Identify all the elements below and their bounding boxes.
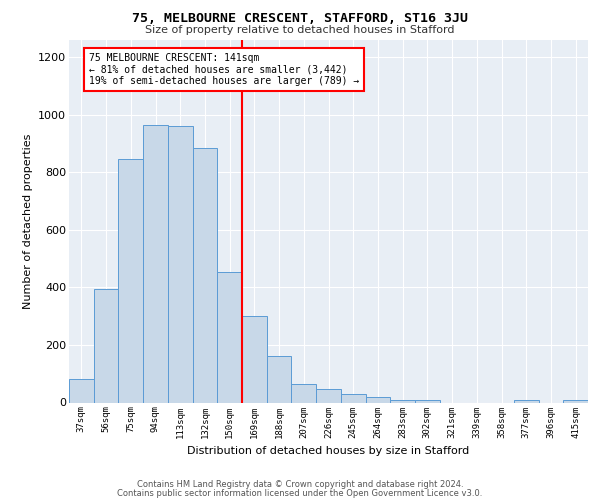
Bar bbox=[292, 384, 316, 402]
Text: Contains HM Land Registry data © Crown copyright and database right 2024.: Contains HM Land Registry data © Crown c… bbox=[137, 480, 463, 489]
Bar bbox=[118, 160, 143, 402]
Y-axis label: Number of detached properties: Number of detached properties bbox=[23, 134, 32, 309]
Bar bbox=[514, 400, 539, 402]
Bar bbox=[390, 400, 415, 402]
Bar bbox=[365, 398, 390, 402]
Bar bbox=[341, 394, 365, 402]
Bar bbox=[415, 400, 440, 402]
Bar bbox=[193, 148, 217, 403]
Bar bbox=[168, 126, 193, 402]
X-axis label: Distribution of detached houses by size in Stafford: Distribution of detached houses by size … bbox=[187, 446, 470, 456]
Bar bbox=[563, 400, 588, 402]
Text: 75, MELBOURNE CRESCENT, STAFFORD, ST16 3JU: 75, MELBOURNE CRESCENT, STAFFORD, ST16 3… bbox=[132, 12, 468, 26]
Text: Contains public sector information licensed under the Open Government Licence v3: Contains public sector information licen… bbox=[118, 488, 482, 498]
Bar bbox=[316, 388, 341, 402]
Bar bbox=[267, 356, 292, 403]
Text: 75 MELBOURNE CRESCENT: 141sqm
← 81% of detached houses are smaller (3,442)
19% o: 75 MELBOURNE CRESCENT: 141sqm ← 81% of d… bbox=[89, 53, 359, 86]
Bar bbox=[242, 316, 267, 402]
Bar bbox=[69, 380, 94, 402]
Text: Size of property relative to detached houses in Stafford: Size of property relative to detached ho… bbox=[145, 25, 455, 35]
Bar bbox=[94, 289, 118, 403]
Bar bbox=[217, 272, 242, 402]
Bar bbox=[143, 125, 168, 402]
